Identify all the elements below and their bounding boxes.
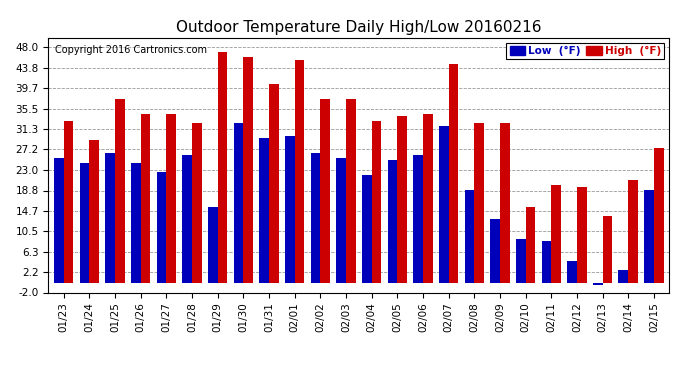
Bar (567, 261, 577, 283)
Bar (310, 153, 320, 283)
Bar (448, 64, 458, 283)
Bar (526, 207, 535, 283)
Bar (577, 187, 586, 283)
Bar (474, 123, 484, 283)
Bar (346, 99, 356, 283)
Bar (285, 136, 295, 283)
Bar (490, 219, 500, 283)
Bar (336, 158, 346, 283)
Bar (208, 207, 217, 283)
Bar (141, 114, 150, 283)
Bar (182, 155, 192, 283)
Bar (500, 123, 510, 283)
Bar (618, 270, 628, 283)
Bar (628, 180, 638, 283)
Bar (593, 283, 602, 285)
Bar (551, 184, 561, 283)
Bar (295, 60, 304, 283)
Bar (79, 162, 90, 283)
Bar (259, 138, 269, 283)
Bar (372, 121, 382, 283)
Bar (54, 158, 63, 283)
Bar (63, 121, 73, 283)
Bar (166, 114, 176, 283)
Bar (106, 153, 115, 283)
Bar (654, 148, 664, 283)
Bar (644, 189, 654, 283)
Bar (192, 123, 201, 283)
Bar (320, 99, 330, 283)
Bar (234, 123, 244, 283)
Bar (464, 189, 474, 283)
Bar (362, 175, 372, 283)
Bar (397, 116, 407, 283)
Text: Copyright 2016 Cartronics.com: Copyright 2016 Cartronics.com (55, 45, 206, 55)
Bar (439, 126, 449, 283)
Bar (602, 216, 612, 283)
Bar (516, 238, 526, 283)
Bar (388, 160, 397, 283)
Legend: Low  (°F), High  (°F): Low (°F), High (°F) (506, 43, 664, 59)
Bar (244, 57, 253, 283)
Title: Outdoor Temperature Daily High/Low 20160216: Outdoor Temperature Daily High/Low 20160… (176, 20, 542, 35)
Bar (217, 52, 228, 283)
Bar (269, 84, 279, 283)
Bar (413, 155, 423, 283)
Bar (157, 172, 166, 283)
Bar (131, 162, 141, 283)
Bar (423, 114, 433, 283)
Bar (90, 141, 99, 283)
Bar (542, 241, 551, 283)
Bar (115, 99, 125, 283)
